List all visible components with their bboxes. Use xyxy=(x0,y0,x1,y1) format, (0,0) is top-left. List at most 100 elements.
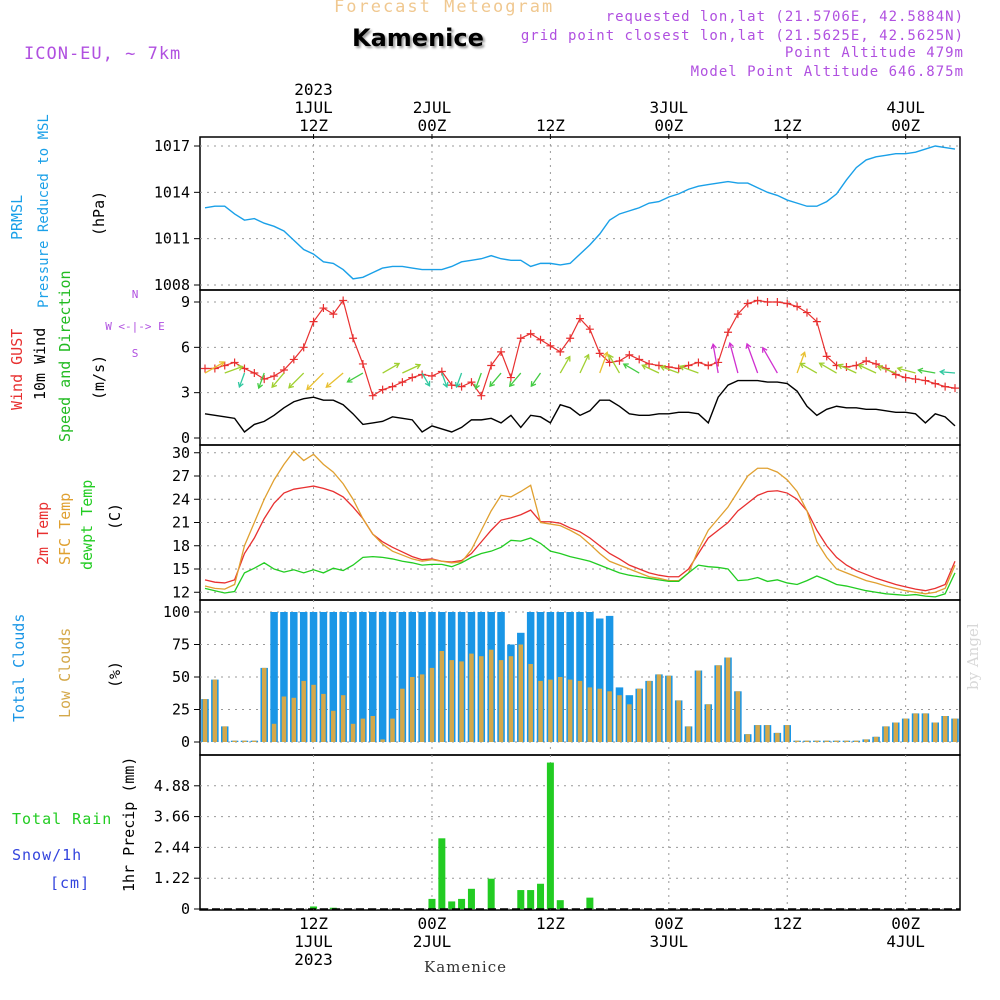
wind-direction-arrow xyxy=(258,372,265,389)
gust-marker xyxy=(724,328,733,337)
gust-marker xyxy=(250,369,259,378)
pressure-line xyxy=(204,145,956,280)
wind-direction-arrow xyxy=(559,356,571,374)
low-cloud-bar xyxy=(794,740,800,742)
low-cloud-bar xyxy=(893,722,899,742)
y-tick-label: 18 xyxy=(172,537,190,555)
low-cloud-bar xyxy=(883,726,889,742)
gust-marker xyxy=(862,356,871,365)
wind-arrow-head xyxy=(602,351,609,358)
wind-arrow-head xyxy=(727,341,734,349)
gust-marker xyxy=(349,334,358,343)
wind-arrow-head xyxy=(876,364,883,371)
gust-marker xyxy=(368,391,377,400)
gust-marker xyxy=(694,358,703,367)
low-cloud-bar xyxy=(538,680,543,742)
total-clouds-label: Total Clouds xyxy=(10,614,28,722)
gust-marker xyxy=(615,356,624,365)
y-tick-label: 1017 xyxy=(154,137,190,155)
gust-marker xyxy=(526,329,535,338)
y-tick-label: 75 xyxy=(172,636,190,654)
y-tick-label: 15 xyxy=(172,560,190,578)
wind-direction-arrow xyxy=(455,372,463,388)
bottom-time-label: 1JUL xyxy=(294,932,333,951)
panel-precip: 0 1.22 2.44 3.66 4.88 xyxy=(154,754,961,918)
low-cloud-bar xyxy=(528,664,533,742)
wind-arrow-head xyxy=(896,366,903,373)
total-cloud-bar xyxy=(369,612,377,742)
low-cloud-bar xyxy=(627,704,632,742)
low-cloud-bar xyxy=(301,680,306,742)
total-cloud-bar xyxy=(339,612,347,742)
y-tick-label: 4.88 xyxy=(154,777,190,795)
gust-marker xyxy=(595,349,604,358)
wind-direction-arrow xyxy=(347,372,364,383)
sfc-temp-label: SFC Temp xyxy=(56,493,74,565)
model-altitude: Model Point Altitude 646.875m xyxy=(690,64,964,80)
gust-marker xyxy=(536,335,545,344)
gust-marker xyxy=(891,370,900,379)
total-cloud-bar xyxy=(605,615,614,742)
rain-bar xyxy=(448,901,456,909)
gust-marker xyxy=(714,358,723,367)
gust-marker xyxy=(516,334,525,343)
low-cloud-bar xyxy=(469,653,474,742)
low-cloud-bar xyxy=(439,651,445,742)
forecast-title: Forecast Meteogram xyxy=(334,0,555,17)
gust-marker xyxy=(911,375,920,384)
temp-unit: (C) xyxy=(106,503,124,530)
low-cloud-bar xyxy=(745,734,751,742)
top-time-label: 2JUL xyxy=(413,98,452,117)
wind-direction-arrow xyxy=(224,365,243,374)
gust-marker xyxy=(398,378,407,387)
rain-bar xyxy=(586,897,594,909)
wind-arrow-head xyxy=(938,368,946,376)
low-cloud-bar xyxy=(311,684,316,742)
y-tick-label: 50 xyxy=(172,668,190,686)
y-tick-label: 1.22 xyxy=(154,869,190,887)
footer-location: Kamenice xyxy=(424,958,507,976)
gust-marker xyxy=(654,361,663,370)
low-clouds-label: Low Clouds xyxy=(56,628,74,718)
low-cloud-bar xyxy=(844,740,849,742)
rain-bar xyxy=(438,838,446,909)
total-cloud-bar xyxy=(398,612,407,742)
wind-direction-arrow xyxy=(858,364,877,374)
y-tick-label: 9 xyxy=(181,293,190,311)
gust-marker xyxy=(319,304,328,313)
total-cloud-bar xyxy=(576,612,584,742)
y-tick-label: 30 xyxy=(172,444,190,462)
y-tick-label: 0 xyxy=(181,429,190,447)
total-cloud-bar xyxy=(536,612,545,742)
wind-arrow-head xyxy=(818,362,825,368)
low-cloud-bar xyxy=(814,740,820,742)
panel-frame xyxy=(199,754,961,911)
low-cloud-bar xyxy=(479,656,484,742)
low-cloud-bar xyxy=(518,644,524,742)
gust-marker xyxy=(941,382,950,391)
wind-direction-arrow xyxy=(238,372,246,388)
low-cloud-bar xyxy=(281,696,287,742)
wind-arrow-head xyxy=(415,363,422,370)
gust-marker xyxy=(763,298,772,306)
gust-marker xyxy=(447,381,456,390)
gust-marker xyxy=(546,341,555,350)
gust-marker xyxy=(625,350,634,359)
top-time-label: 2023 xyxy=(294,80,333,99)
pressure-label: PRMSL xyxy=(8,195,26,240)
gust-marker xyxy=(467,378,476,387)
low-cloud-bar xyxy=(488,649,494,742)
sfc-temp-line xyxy=(204,450,956,595)
wind-arrow-head xyxy=(622,363,629,369)
low-cloud-bar xyxy=(715,665,721,742)
wind-direction-arrow xyxy=(489,372,502,387)
gust-marker xyxy=(309,317,318,326)
low-cloud-bar xyxy=(903,718,908,742)
y-tick-label: 0 xyxy=(181,733,190,751)
low-cloud-bar xyxy=(419,674,425,742)
gust-marker xyxy=(921,376,930,385)
wind-direction-arrow xyxy=(475,372,482,389)
bottom-time-label: 4JUL xyxy=(886,932,925,951)
wind-direction-arrow xyxy=(800,362,818,374)
bottom-time-label: 12Z xyxy=(773,914,802,933)
